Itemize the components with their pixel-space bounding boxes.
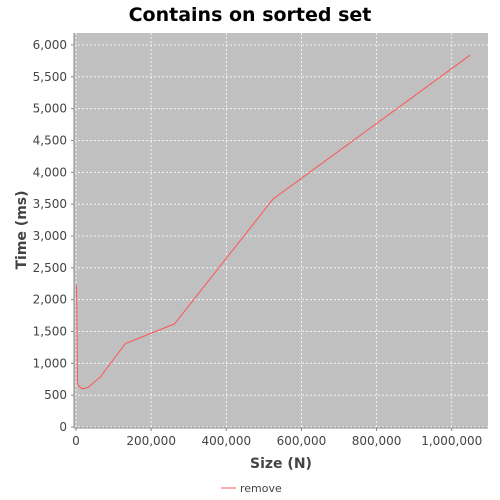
y-tick-label: 5,000 bbox=[33, 102, 67, 116]
y-tick-label: 1,500 bbox=[33, 325, 67, 339]
grid bbox=[74, 33, 488, 428]
legend: remove bbox=[221, 482, 282, 495]
y-axis-label: Time (ms) bbox=[14, 190, 30, 269]
x-tick-label: 800,000 bbox=[352, 434, 402, 448]
series-line-remove bbox=[75, 54, 471, 390]
y-tick-label: 3,500 bbox=[33, 197, 67, 211]
y-tick-label: 0 bbox=[59, 420, 67, 434]
legend-label: remove bbox=[240, 482, 282, 495]
x-tick-label: 0 bbox=[72, 434, 80, 448]
y-tick-label: 500 bbox=[44, 388, 67, 402]
y-tick-label: 1,000 bbox=[33, 356, 67, 370]
y-tick-label: 2,500 bbox=[33, 261, 67, 275]
y-tick-label: 6,000 bbox=[33, 38, 67, 52]
y-tick-label: 3,000 bbox=[33, 229, 67, 243]
series-layer bbox=[75, 54, 471, 390]
x-tick-label: 200,000 bbox=[126, 434, 176, 448]
y-tick-label: 4,500 bbox=[33, 134, 67, 148]
y-tick-label: 4,000 bbox=[33, 165, 67, 179]
x-tick-label: 600,000 bbox=[277, 434, 327, 448]
x-axis-label: Size (N) bbox=[250, 456, 312, 472]
y-axis: 0 500 1,000 1,500 2,000 2,500 3,000 3,500 4,000 4… bbox=[33, 33, 75, 434]
x-tick-label: 1,000,000 bbox=[421, 434, 482, 448]
chart-title: Contains on sorted set bbox=[129, 4, 372, 26]
y-tick-label: 5,500 bbox=[33, 70, 67, 84]
plot-area bbox=[74, 33, 488, 428]
x-tick-label: 400,000 bbox=[201, 434, 251, 448]
y-tick-label: 2,000 bbox=[33, 293, 67, 307]
x-axis: 0 200,000 400,000 600,000 800,000 1,000,000 bbox=[72, 427, 488, 448]
